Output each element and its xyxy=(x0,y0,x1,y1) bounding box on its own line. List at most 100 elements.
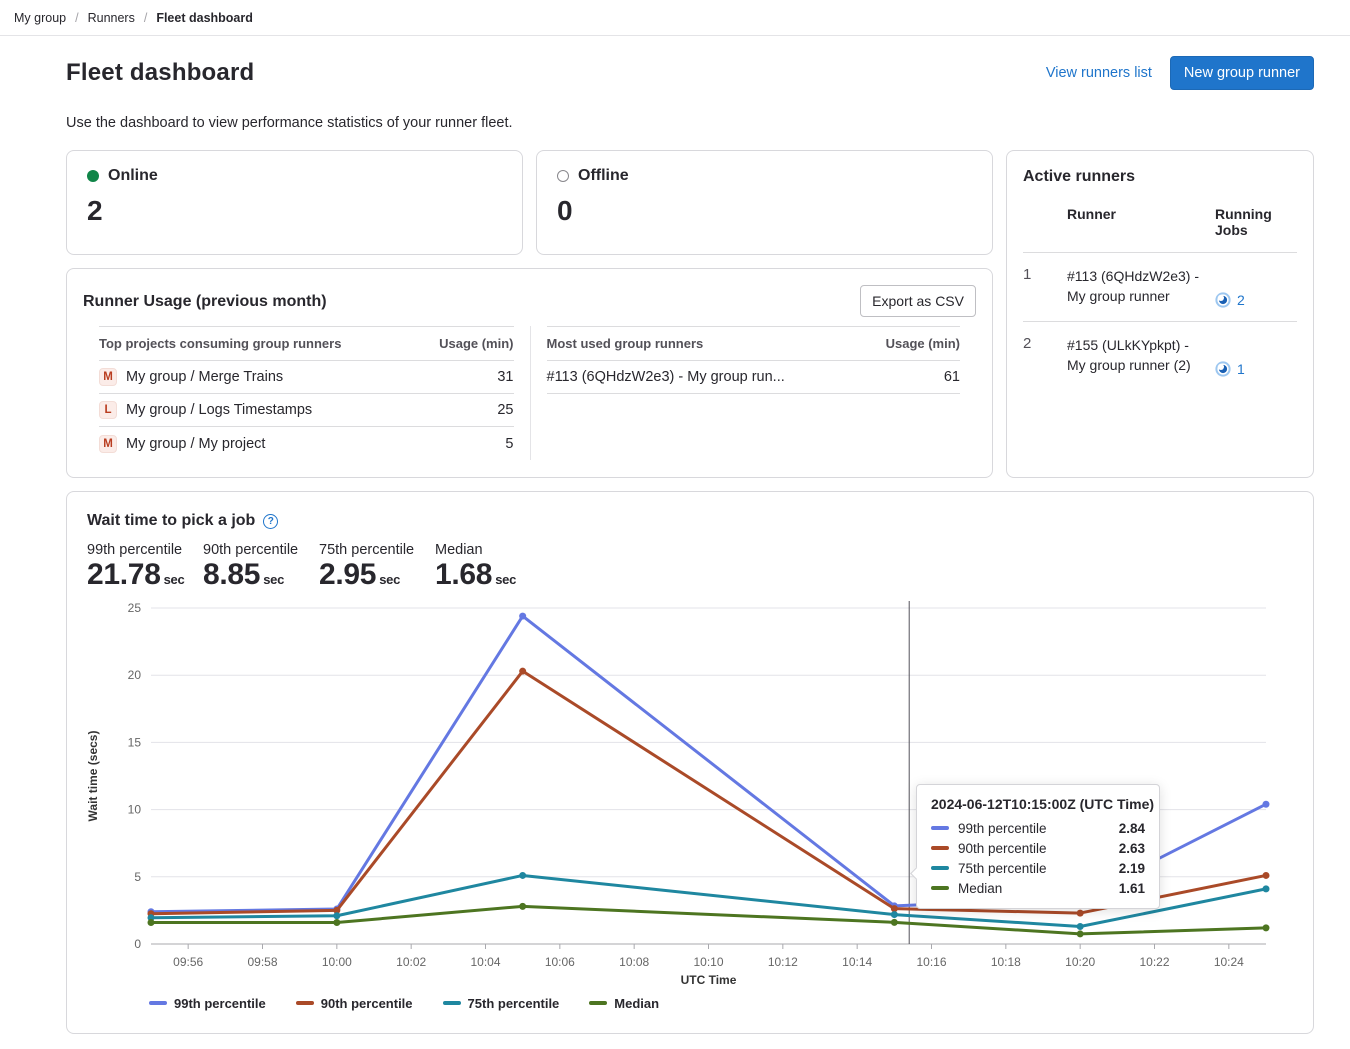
svg-text:10:10: 10:10 xyxy=(693,955,723,969)
page-header: Fleet dashboard View runners list New gr… xyxy=(66,56,1314,90)
online-status-icon xyxy=(87,170,99,182)
svg-text:20: 20 xyxy=(128,668,142,682)
tooltip-row: 75th percentile 2.19 xyxy=(931,861,1145,876)
svg-text:15: 15 xyxy=(128,735,142,749)
runner-column-header: Runner xyxy=(1067,196,1215,253)
offline-label: Offline xyxy=(578,167,629,185)
usage-value: 31 xyxy=(497,369,513,385)
svg-text:UTC Time: UTC Time xyxy=(681,973,737,987)
usage-value: 61 xyxy=(944,369,960,385)
wait-time-chart-area[interactable]: 051015202509:5609:5810:0010:0210:0410:06… xyxy=(87,596,1293,988)
legend-item-75th-percentile[interactable]: 75th percentile xyxy=(443,996,560,1011)
table-row: M My group / Merge Trains 31 xyxy=(99,361,514,394)
table-row: L My group / Logs Timestamps 25 xyxy=(99,394,514,427)
running-status-icon xyxy=(1215,292,1231,308)
breadcrumb-current: Fleet dashboard xyxy=(156,11,253,25)
help-icon[interactable] xyxy=(263,514,278,529)
project-name: My group / Merge Trains xyxy=(126,369,283,385)
legend-item-90th-percentile[interactable]: 90th percentile xyxy=(296,996,413,1011)
wait-time-card: Wait time to pick a job 99th percentile … xyxy=(66,491,1314,1034)
svg-text:10:18: 10:18 xyxy=(991,955,1021,969)
top-projects-header: Top projects consuming group runners xyxy=(99,336,341,351)
usage-value: 25 xyxy=(497,402,513,418)
svg-text:10:22: 10:22 xyxy=(1139,955,1169,969)
breadcrumb-my-group[interactable]: My group xyxy=(14,11,66,25)
runner-usage-card: Runner Usage (previous month) Export as … xyxy=(66,268,993,478)
series-swatch xyxy=(931,886,949,890)
chart-tooltip: 2024-06-12T10:15:00Z (UTC Time) 99th per… xyxy=(916,784,1160,909)
svg-text:10:24: 10:24 xyxy=(1214,955,1244,969)
usage-min-header: Usage (min) xyxy=(439,336,513,351)
series-swatch xyxy=(296,1001,314,1005)
table-row: #113 (6QHdzW2e3) - My group run... 61 xyxy=(547,361,961,394)
svg-text:10:00: 10:00 xyxy=(322,955,352,969)
svg-text:09:58: 09:58 xyxy=(247,955,277,969)
active-runners-table: Runner Running Jobs 1 #113 (6QHdzW2e3) -… xyxy=(1023,196,1297,390)
wait-time-title: Wait time to pick a job xyxy=(87,512,255,530)
breadcrumb-runners[interactable]: Runners xyxy=(88,11,135,25)
breadcrumb-separator xyxy=(75,11,78,25)
svg-text:10:12: 10:12 xyxy=(768,955,798,969)
page-description: Use the dashboard to view performance st… xyxy=(66,115,1314,131)
breadcrumb: My group Runners Fleet dashboard xyxy=(0,0,1350,36)
most-used-runners-table: Most used group runners Usage (min) #113… xyxy=(530,326,977,460)
svg-text:Wait time (secs): Wait time (secs) xyxy=(87,730,100,821)
svg-text:10:06: 10:06 xyxy=(545,955,575,969)
svg-text:10: 10 xyxy=(128,802,142,816)
svg-text:10:20: 10:20 xyxy=(1065,955,1095,969)
dashboard-grid: Online 2 Offline 0 Active runners Runner… xyxy=(66,150,1314,478)
svg-text:10:16: 10:16 xyxy=(916,955,946,969)
tooltip-row: 99th percentile 2.84 xyxy=(931,821,1145,836)
most-used-header: Most used group runners xyxy=(547,336,704,351)
active-runners-title: Active runners xyxy=(1023,168,1297,186)
page-content: Fleet dashboard View runners list New gr… xyxy=(0,36,1350,1034)
index-column-header xyxy=(1023,196,1067,253)
svg-text:09:56: 09:56 xyxy=(173,955,203,969)
project-avatar: L xyxy=(99,401,117,419)
series-swatch xyxy=(149,1001,167,1005)
series-swatch xyxy=(931,846,949,850)
export-csv-button[interactable]: Export as CSV xyxy=(860,285,976,317)
running-jobs-count-link[interactable]: 2 xyxy=(1237,292,1245,308)
series-swatch xyxy=(443,1001,461,1005)
online-card: Online 2 xyxy=(66,150,523,255)
new-group-runner-button[interactable]: New group runner xyxy=(1170,56,1314,90)
breadcrumb-separator xyxy=(144,11,147,25)
stat-90th: 90th percentile 8.85sec xyxy=(203,542,319,593)
top-projects-table: Top projects consuming group runners Usa… xyxy=(83,326,530,460)
svg-text:10:08: 10:08 xyxy=(619,955,649,969)
stat-median: Median 1.68sec xyxy=(435,542,551,593)
running-jobs-count-link[interactable]: 1 xyxy=(1237,361,1245,377)
series-swatch xyxy=(931,866,949,870)
offline-card: Offline 0 xyxy=(536,150,993,255)
svg-text:10:14: 10:14 xyxy=(842,955,872,969)
offline-status-icon xyxy=(557,170,569,182)
svg-text:10:04: 10:04 xyxy=(470,955,500,969)
view-runners-list-link[interactable]: View runners list xyxy=(1046,65,1152,81)
table-row: M My group / My project 5 xyxy=(99,427,514,460)
online-label: Online xyxy=(108,167,158,185)
svg-text:0: 0 xyxy=(134,937,141,951)
tooltip-row: Median 1.61 xyxy=(931,881,1145,896)
tooltip-title: 2024-06-12T10:15:00Z (UTC Time) xyxy=(931,796,1145,812)
online-count: 2 xyxy=(87,197,502,225)
runner-usage-title: Runner Usage (previous month) xyxy=(83,285,327,311)
table-row: 2 #155 (ULkKYpkpt) - My group runner (2)… xyxy=(1023,322,1297,391)
offline-label-row: Offline xyxy=(557,167,972,185)
table-row: 1 #113 (6QHdzW2e3) - My group runner 2 xyxy=(1023,253,1297,322)
usage-value: 5 xyxy=(505,436,513,452)
usage-min-header: Usage (min) xyxy=(886,336,960,351)
offline-count: 0 xyxy=(557,197,972,225)
page-title: Fleet dashboard xyxy=(66,59,254,87)
tooltip-row: 90th percentile 2.63 xyxy=(931,841,1145,856)
legend-item-99th-percentile[interactable]: 99th percentile xyxy=(149,996,266,1011)
project-avatar: M xyxy=(99,435,117,453)
runner-name: #113 (6QHdzW2e3) - My group run... xyxy=(547,369,785,385)
svg-text:5: 5 xyxy=(134,869,141,883)
wait-time-stats: 99th percentile 21.78sec 90th percentile… xyxy=(87,542,1293,593)
active-runners-card: Active runners Runner Running Jobs 1 #11… xyxy=(1006,150,1314,478)
legend-item-median[interactable]: Median xyxy=(589,996,659,1011)
running-jobs-column-header: Running Jobs xyxy=(1215,196,1297,253)
runner-name: #113 (6QHdzW2e3) - My group runner xyxy=(1067,253,1215,322)
runner-name: #155 (ULkKYpkpt) - My group runner (2) xyxy=(1067,322,1215,391)
